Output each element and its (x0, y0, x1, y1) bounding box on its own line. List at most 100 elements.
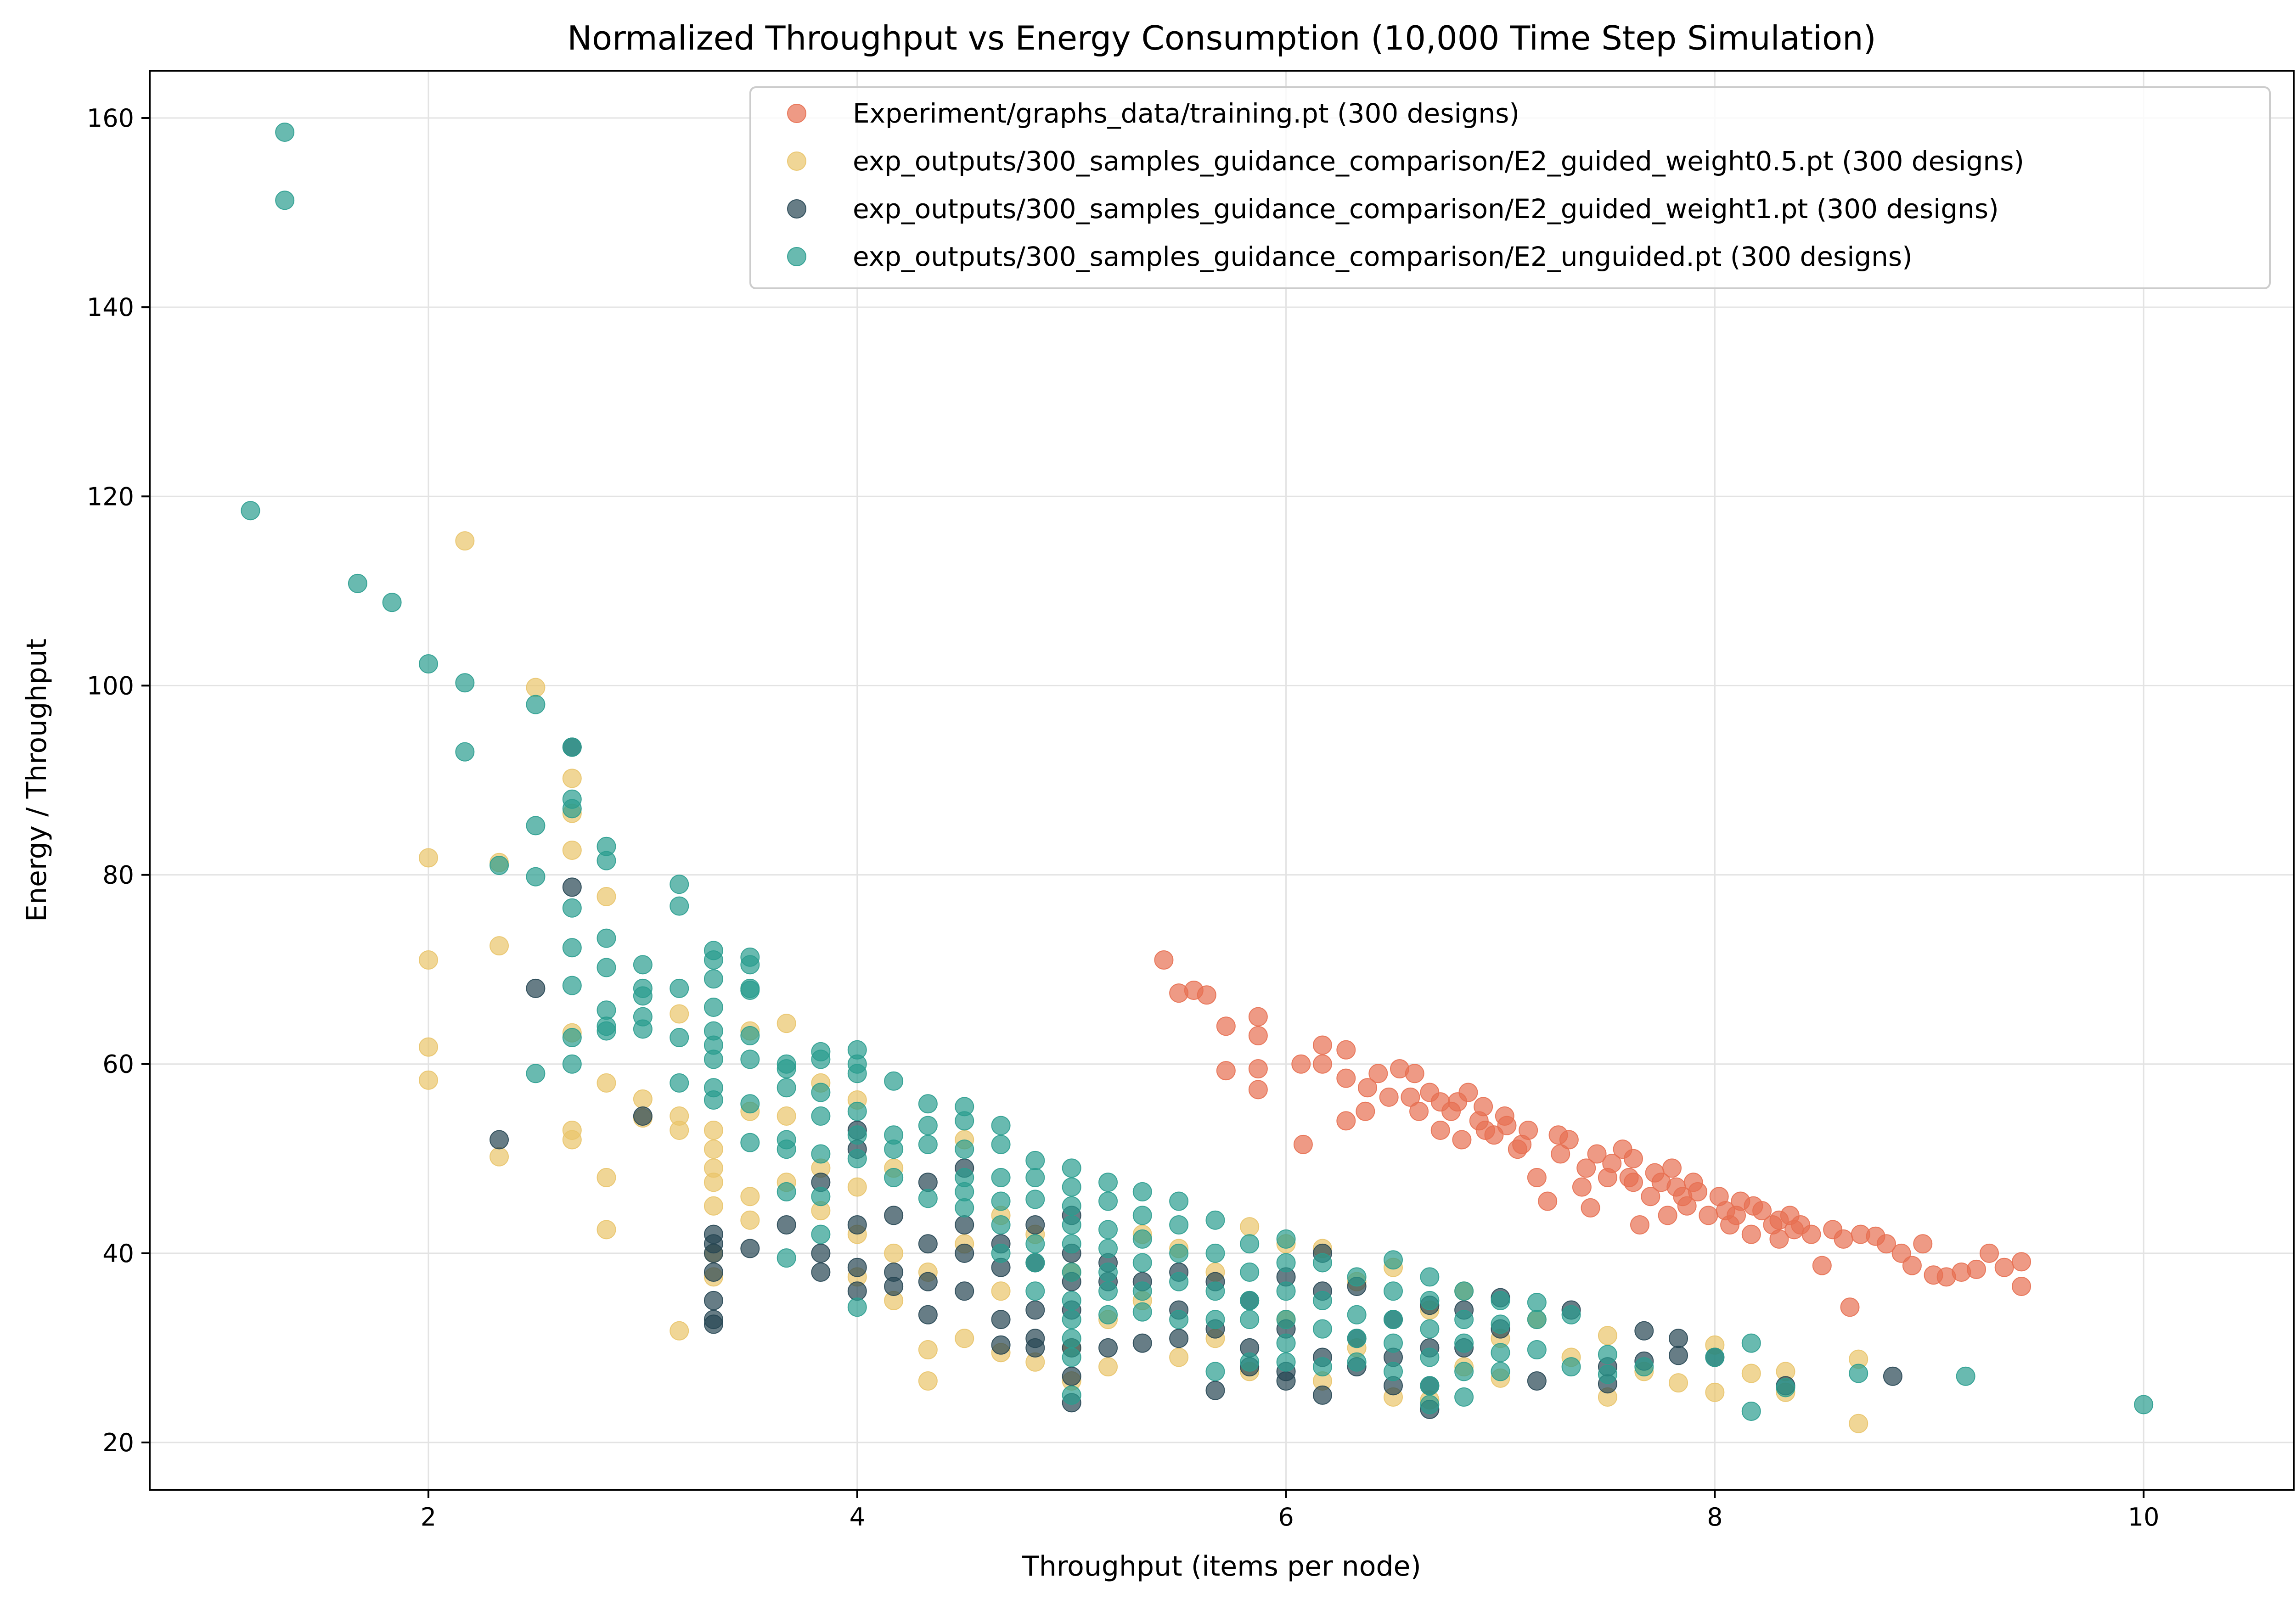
data-point (1293, 1134, 1313, 1154)
data-point (1956, 1366, 1975, 1386)
data-point (1491, 1314, 1510, 1334)
data-point (382, 593, 402, 612)
data-point (1062, 1215, 1081, 1235)
data-point (670, 1004, 689, 1024)
data-point (811, 1144, 831, 1164)
data-point (955, 1139, 974, 1159)
data-point (562, 737, 582, 757)
data-point (1641, 1187, 1660, 1207)
data-point (1132, 1229, 1152, 1249)
data-point (1291, 1054, 1311, 1074)
data-point (1384, 1333, 1403, 1353)
data-point (1630, 1215, 1649, 1235)
data-point (740, 1094, 760, 1114)
legend-marker (787, 247, 806, 266)
data-point (1240, 1291, 1260, 1310)
data-point (455, 742, 475, 762)
data-point (1527, 1292, 1547, 1312)
data-point (1025, 1234, 1045, 1254)
data-point (562, 1130, 582, 1150)
data-point (597, 851, 616, 870)
data-point (633, 986, 653, 1006)
plot-frame (149, 70, 2295, 1491)
data-point (562, 1028, 582, 1048)
data-point (1197, 985, 1216, 1005)
x-tick-label: 4 (850, 1503, 865, 1532)
data-point (740, 955, 760, 975)
data-point (1769, 1229, 1789, 1249)
data-point (1336, 1068, 1356, 1088)
data-point (1062, 1234, 1081, 1254)
data-point (1405, 1064, 1424, 1083)
data-point (884, 1276, 904, 1296)
data-point (562, 898, 582, 918)
data-point (1248, 1026, 1268, 1045)
legend-marker (787, 104, 806, 123)
data-point (811, 1187, 831, 1207)
data-point (597, 1000, 616, 1020)
data-point (490, 1130, 509, 1150)
data-point (1512, 1134, 1532, 1154)
data-point (1132, 1333, 1152, 1353)
data-point (1784, 1220, 1804, 1240)
data-point (703, 1090, 723, 1110)
data-point (1454, 1387, 1474, 1407)
data-point (703, 1263, 723, 1282)
data-point (670, 896, 689, 916)
data-point (1240, 1217, 1260, 1237)
data-point (1062, 1310, 1081, 1330)
data-point (1098, 1239, 1118, 1258)
data-point (1025, 1167, 1045, 1187)
data-point (811, 1049, 831, 1069)
data-point (1336, 1111, 1356, 1131)
data-point (847, 1257, 867, 1277)
data-point (777, 1139, 796, 1159)
data-point (1668, 1373, 1688, 1393)
data-point (418, 950, 438, 970)
data-point (1132, 1281, 1152, 1301)
data-point (1834, 1229, 1853, 1249)
data-point (1581, 1198, 1600, 1218)
data-point (1062, 1263, 1081, 1282)
data-point (918, 1340, 938, 1360)
data-point (1025, 1215, 1045, 1235)
data-point (241, 501, 260, 521)
data-point (1312, 1385, 1332, 1405)
data-point (1169, 1272, 1189, 1291)
data-point (526, 867, 546, 887)
grid-lines (150, 71, 2294, 1490)
data-point (884, 1206, 904, 1225)
data-point (777, 1182, 796, 1201)
data-point (562, 938, 582, 958)
x-axis-label: Throughput (items per node) (1022, 1550, 1421, 1583)
data-point (1634, 1321, 1654, 1341)
data-point (1776, 1378, 1795, 1397)
legend-label: exp_outputs/300_samples_guidance_compari… (853, 241, 1913, 272)
data-point (777, 1215, 796, 1235)
data-point (597, 958, 616, 977)
data-point (1312, 1357, 1332, 1377)
data-point (1876, 1234, 1896, 1254)
data-point (1576, 1158, 1596, 1178)
data-point (1551, 1144, 1570, 1164)
data-point (1098, 1191, 1118, 1211)
legend-frame (749, 86, 2271, 289)
data-point (1205, 1310, 1225, 1330)
data-point (740, 1049, 760, 1069)
data-point (1216, 1016, 1236, 1036)
data-point (1132, 1206, 1152, 1225)
data-point (740, 1187, 760, 1207)
data-point (1741, 1333, 1761, 1353)
y-tick-label: 80 (102, 861, 134, 890)
data-point (811, 1243, 831, 1263)
data-point (777, 1078, 796, 1098)
data-point (918, 1371, 938, 1391)
data-point (1347, 1329, 1367, 1348)
data-point (1705, 1382, 1725, 1402)
data-point (597, 1167, 616, 1187)
data-point (1491, 1362, 1510, 1381)
data-point (1769, 1210, 1789, 1230)
data-point (1336, 1040, 1356, 1060)
data-point (1673, 1187, 1693, 1207)
data-point (2012, 1252, 2032, 1272)
